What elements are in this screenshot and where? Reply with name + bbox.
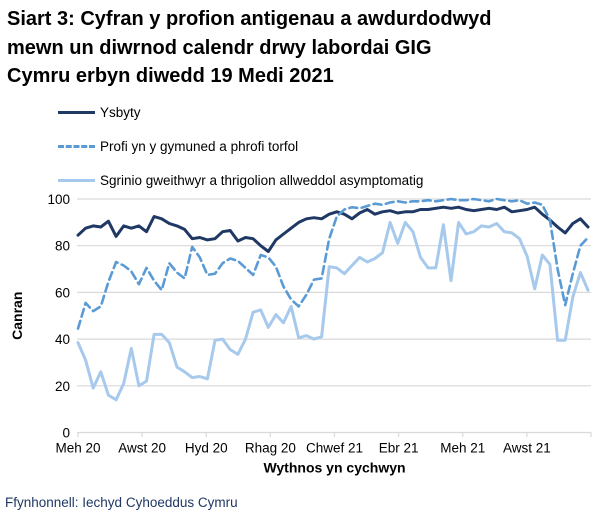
- x-tick-label: Hyd 20: [185, 441, 228, 456]
- legend-label: Ysbyty: [100, 104, 141, 120]
- chart-title-line-3: Cymru erbyn diwedd 19 Medi 2021: [7, 65, 334, 87]
- legend-item-sgrinio: Sgrinio gweithwyr a thrigolion allweddol…: [58, 163, 423, 197]
- y-tick-label: 60: [55, 285, 70, 300]
- series-line-0: [76, 205, 590, 253]
- source-note: Ffynhonnell: Iechyd Cyhoeddus Cymru: [5, 495, 238, 510]
- series-line-2: [76, 220, 590, 402]
- x-tick-label: Ebr 21: [379, 441, 419, 456]
- legend-item-profi-gymuned: Profi yn y gymuned a phrofi torfol: [58, 129, 423, 163]
- x-tick-label: Awst 20: [118, 441, 166, 456]
- y-axis-title: Canran: [9, 292, 25, 340]
- y-tick-label: 20: [55, 379, 70, 394]
- legend-line-sample-solid-navy: [58, 110, 95, 114]
- y-tick-label: 0: [62, 426, 70, 441]
- y-tick-label: 40: [55, 332, 70, 347]
- legend-line-sample-solid-lightblue: [58, 178, 95, 182]
- y-tick-label: 80: [55, 239, 70, 254]
- x-tick-label: Rhag 20: [245, 441, 296, 456]
- legend: Ysbyty Profi yn y gymuned a phrofi torfo…: [58, 95, 423, 197]
- legend-label: Sgrinio gweithwyr a thrigolion allweddol…: [100, 172, 424, 188]
- x-tick-label: Meh 20: [55, 441, 100, 456]
- y-tick-label: 100: [47, 192, 70, 207]
- x-tick-label: Meh 21: [440, 441, 485, 456]
- legend-label: Profi yn y gymuned a phrofi torfol: [100, 138, 299, 154]
- x-axis-title: Wythnos yn cychwyn: [263, 460, 405, 476]
- x-tick-label: Chwef 21: [306, 441, 363, 456]
- chart-title: Siart 3: Cyfran y profion antigenau a aw…: [7, 5, 599, 91]
- x-tick-label: Awst 21: [503, 441, 551, 456]
- legend-item-ysbyty: Ysbyty: [58, 95, 423, 129]
- series-line-1: [76, 197, 590, 330]
- chart-title-line-2: mewn un diwrnod calendr drwy labordai GI…: [7, 36, 432, 59]
- legend-line-sample-dashed-blue: [58, 144, 95, 148]
- chart-title-line-1: Siart 3: Cyfran y profion antigenau a aw…: [7, 8, 492, 30]
- chart-canvas: 0 20 40 60 80 100 Meh 20 Awst 20 Hyd 20 Rhag 20 Ch…: [9, 192, 592, 476]
